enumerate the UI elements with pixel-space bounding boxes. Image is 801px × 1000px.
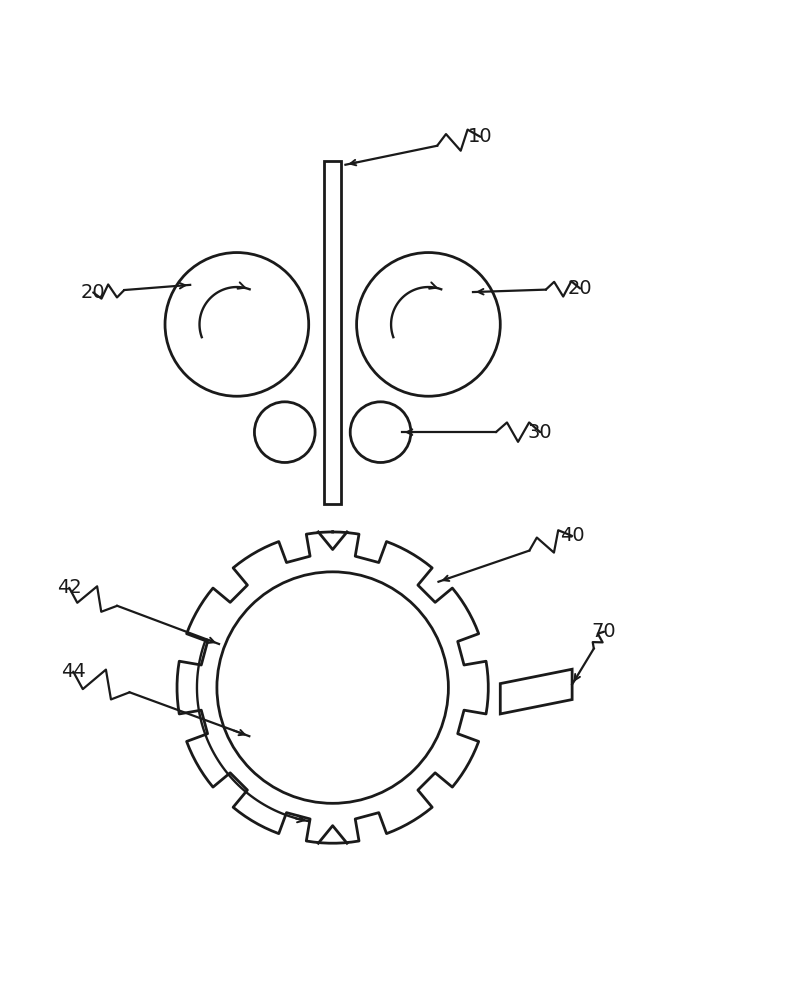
Text: 20: 20 xyxy=(81,283,106,302)
Text: 42: 42 xyxy=(57,578,82,597)
Text: 10: 10 xyxy=(468,127,493,146)
Text: 20: 20 xyxy=(568,279,593,298)
Text: 30: 30 xyxy=(528,423,553,442)
Text: 44: 44 xyxy=(61,662,86,681)
Text: 40: 40 xyxy=(560,526,585,545)
Text: 70: 70 xyxy=(592,622,616,641)
